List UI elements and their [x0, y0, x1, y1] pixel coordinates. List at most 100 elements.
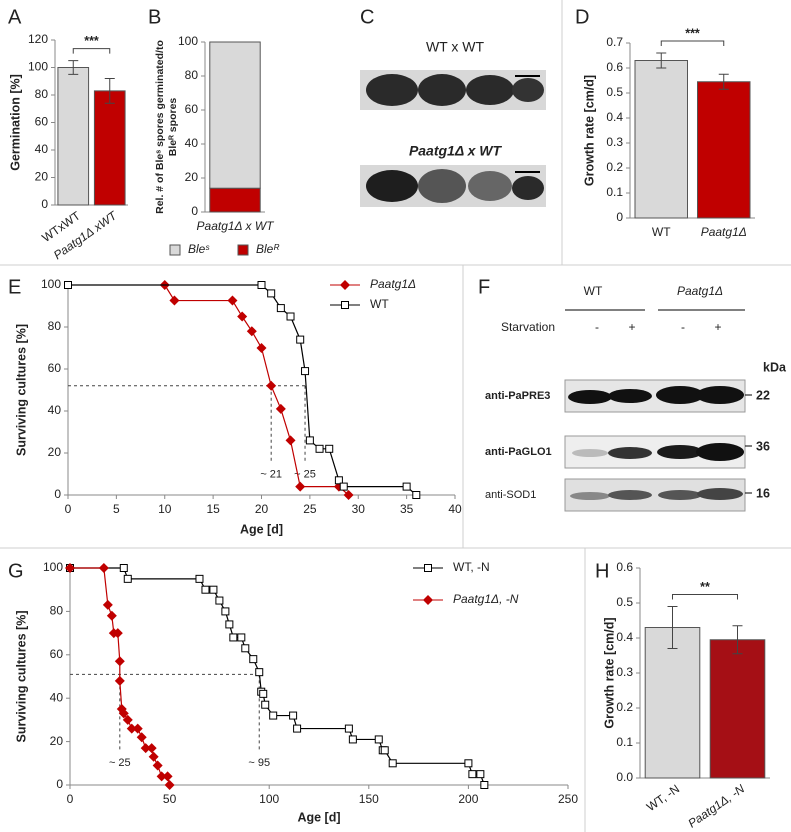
- spore: [468, 171, 512, 201]
- marker: [257, 281, 266, 289]
- marker: [289, 711, 298, 720]
- y-tick-label: 0.2: [616, 700, 633, 714]
- panel-label: A: [8, 6, 22, 28]
- unit-label: kDa: [763, 360, 787, 374]
- y-tick-label: 60: [50, 647, 64, 661]
- bar: [644, 627, 701, 779]
- marker: [118, 708, 129, 719]
- panel-label: D: [575, 6, 589, 28]
- annotation: ~ 25: [109, 757, 131, 769]
- y-tick-label: 0.1: [616, 735, 633, 749]
- y-tick-label: 80: [50, 604, 64, 618]
- marker: [266, 380, 277, 391]
- spore: [366, 74, 418, 106]
- x-axis-title: Age [d]: [297, 810, 340, 824]
- y-tick-label: 20: [35, 170, 49, 184]
- marker: [348, 735, 357, 744]
- annotation: ~ 95: [248, 757, 270, 769]
- y-tick-label: 0.7: [606, 35, 623, 49]
- y-tick-label: 100: [28, 60, 48, 74]
- antibody-label: anti-PaPRE3: [485, 390, 550, 402]
- y-tick-label: 0: [191, 204, 198, 218]
- y-tick-label: 0.1: [606, 185, 623, 199]
- marker: [285, 435, 296, 446]
- error-bar: [718, 73, 729, 90]
- legend-label: Paatg1Δ, -N: [453, 592, 519, 606]
- marker: [106, 610, 117, 621]
- panel-label: G: [8, 560, 24, 582]
- y-tick-label: 0.3: [616, 665, 633, 679]
- annotation: ~ 25: [294, 468, 316, 480]
- x-tick-label: Paatg1Δ, -N: [685, 781, 747, 830]
- marker: [227, 295, 238, 306]
- significance-label: **: [700, 580, 710, 594]
- marker: [114, 675, 125, 686]
- marker: [340, 280, 350, 290]
- y-tick-label: 0: [41, 197, 48, 211]
- x-tick-label: WT: [652, 225, 671, 239]
- marker: [374, 735, 383, 744]
- lane-label: -: [681, 320, 685, 334]
- marker: [286, 312, 295, 321]
- marker: [276, 304, 285, 313]
- marker: [169, 295, 180, 306]
- marker: [65, 563, 75, 573]
- marker: [464, 759, 473, 768]
- y-tick-label: 60: [35, 115, 49, 129]
- x-tick-label: 200: [458, 792, 478, 806]
- marker: [237, 633, 246, 642]
- marker: [293, 724, 302, 733]
- y-tick-label: 0: [54, 487, 61, 501]
- marker: [267, 289, 276, 298]
- marker: [246, 326, 257, 337]
- marker: [315, 444, 324, 453]
- x-tick-label: 250: [558, 792, 578, 806]
- panel-label: H: [595, 560, 609, 582]
- x-tick-label: Paatg1Δ: [701, 225, 747, 239]
- error-bar: [68, 60, 79, 75]
- y-tick-label: 0.5: [616, 595, 633, 609]
- x-tick-label: 10: [158, 502, 172, 516]
- x-tick-label: 40: [448, 502, 462, 516]
- band: [572, 449, 608, 457]
- y-tick-label: 0.6: [606, 60, 623, 74]
- marker: [261, 700, 270, 709]
- error-bar: [732, 625, 743, 655]
- marker: [301, 367, 310, 376]
- y-tick-label: 40: [35, 142, 49, 156]
- marker: [402, 482, 411, 491]
- marker: [256, 343, 267, 353]
- y-tick-label: 0.5: [606, 85, 623, 99]
- annotation: ~ 21: [260, 468, 282, 480]
- significance-label: ***: [685, 26, 700, 40]
- spore: [466, 75, 514, 105]
- band: [656, 386, 704, 404]
- significance-label: ***: [84, 34, 99, 48]
- bar: [697, 81, 751, 219]
- y-tick-label: 100: [178, 34, 198, 48]
- y-tick-label: 80: [35, 87, 49, 101]
- bar: [709, 639, 766, 779]
- marker: [64, 281, 72, 289]
- error-bar: [667, 606, 678, 649]
- marker: [102, 599, 113, 610]
- marker: [241, 644, 250, 653]
- x-tick-label: 100: [259, 792, 279, 806]
- marker: [423, 595, 433, 605]
- y-axis-title: Bleᴿ spores: [167, 98, 179, 157]
- error-bar: [656, 52, 667, 69]
- significance-bracket: [672, 594, 738, 600]
- bar: [634, 60, 688, 219]
- x-tick-label: WT, -N: [644, 782, 682, 814]
- marker: [476, 770, 485, 779]
- significance-bracket: [660, 40, 725, 46]
- marker: [388, 759, 397, 768]
- panel-label: F: [478, 276, 490, 298]
- marker: [140, 743, 151, 754]
- line: [70, 567, 485, 786]
- legend-swatch: [237, 244, 249, 256]
- marker: [343, 490, 354, 500]
- x-tick-label: 25: [303, 502, 317, 516]
- marker: [162, 771, 173, 782]
- spore: [512, 176, 544, 200]
